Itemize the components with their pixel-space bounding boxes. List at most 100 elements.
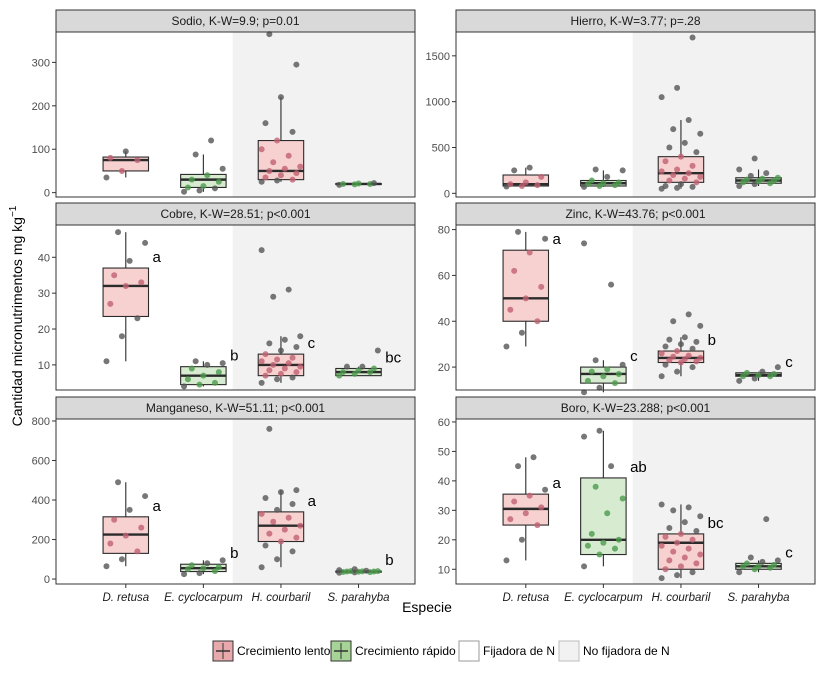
y-tick-label: 1500: [426, 51, 450, 63]
data-point: [658, 501, 665, 508]
data-point: [270, 159, 277, 166]
data-point: [518, 536, 525, 543]
data-point: [755, 372, 762, 379]
data-point: [689, 34, 696, 41]
data-point: [134, 157, 141, 164]
data-point: [258, 247, 265, 254]
legend-label: Fijadora de N: [483, 644, 555, 658]
data-point: [774, 557, 781, 564]
significance-letter: a: [553, 475, 562, 492]
data-point: [281, 336, 288, 343]
box-hcourbaril: [657, 34, 705, 192]
y-tick-label: 300: [32, 57, 50, 69]
panel-3: Zinc, K-W=43.76; p<0.001 20 40 60 80 a c b c: [438, 202, 816, 396]
panel-title: Sodio, K-W=9.9; p=0.01: [171, 14, 299, 28]
box-sparahyba: b: [335, 552, 394, 576]
panel-border: [55, 418, 416, 585]
data-point: [538, 173, 545, 180]
data-point: [693, 149, 700, 156]
data-point: [181, 188, 188, 195]
data-point: [270, 518, 277, 525]
data-point: [736, 183, 743, 189]
data-point: [615, 536, 622, 543]
data-point: [658, 542, 665, 549]
data-point: [126, 506, 133, 513]
data-point: [281, 365, 288, 372]
data-point: [351, 566, 358, 573]
data-point: [107, 540, 114, 547]
legend-label: Crecimiento rápido: [355, 644, 456, 658]
data-point: [526, 492, 533, 499]
data-point: [658, 373, 665, 380]
data-point: [751, 155, 758, 162]
data-point: [542, 486, 549, 493]
data-point: [759, 368, 766, 375]
panel-title: Manganeso, K-W=51.11; p<0.001: [146, 401, 326, 415]
legend-key: [558, 640, 580, 662]
data-point: [293, 369, 300, 376]
data-point: [658, 575, 665, 582]
data-point: [118, 333, 125, 340]
x-tick-label: E. cyclocarpum: [164, 592, 243, 604]
data-point: [370, 180, 377, 187]
data-point: [107, 154, 114, 161]
data-point: [503, 343, 510, 350]
data-point: [196, 187, 203, 194]
data-point: [277, 347, 284, 354]
significance-letter: c: [785, 544, 793, 561]
panel-title: Cobre, K-W=28.51; p<0.001: [160, 207, 310, 221]
data-point: [600, 373, 607, 380]
data-point: [515, 228, 522, 235]
data-point: [103, 563, 110, 570]
y-tick-label: 30: [38, 288, 50, 300]
y-tick-label: 10: [38, 360, 50, 372]
data-point: [522, 510, 529, 517]
data-point: [103, 358, 110, 365]
data-point: [277, 538, 284, 545]
data-point: [118, 167, 125, 174]
data-point: [262, 542, 269, 549]
data-point: [258, 178, 265, 185]
box-ecyclocarpum: ab: [580, 427, 647, 570]
y-tick-label: 30: [438, 505, 450, 517]
data-point: [370, 365, 377, 372]
y-tick-label: 200: [32, 101, 50, 113]
data-point: [736, 166, 743, 173]
data-point: [674, 368, 681, 375]
data-point: [285, 514, 292, 521]
data-point: [293, 487, 300, 494]
data-point: [584, 542, 591, 549]
data-point: [670, 507, 677, 514]
data-point: [693, 179, 700, 186]
data-point: [511, 498, 518, 505]
data-point: [666, 144, 673, 151]
panel-border: [55, 31, 416, 198]
data-point: [200, 183, 207, 190]
data-point: [662, 343, 669, 350]
data-point: [662, 183, 669, 189]
data-point: [685, 117, 692, 123]
data-point: [211, 379, 218, 386]
significance-letter: c: [630, 348, 638, 365]
data-point: [363, 567, 370, 574]
data-point: [666, 357, 673, 364]
data-point: [336, 372, 343, 379]
y-tick-label: 0: [44, 188, 50, 200]
data-point: [604, 366, 611, 373]
y-tick-label: 20: [438, 535, 450, 547]
x-tick-label: D. retusa: [502, 592, 549, 604]
data-point: [200, 565, 207, 572]
data-point: [188, 365, 195, 372]
data-point: [181, 571, 188, 578]
data-point: [670, 126, 677, 133]
data-point: [740, 373, 747, 380]
data-point: [588, 368, 595, 375]
data-point: [534, 522, 541, 529]
box-sparahyba: [335, 180, 382, 188]
x-tick-label: E. cyclocarpum: [564, 592, 643, 604]
data-point: [126, 257, 133, 264]
data-point: [670, 318, 677, 325]
data-point: [689, 162, 696, 169]
data-point: [662, 566, 669, 573]
